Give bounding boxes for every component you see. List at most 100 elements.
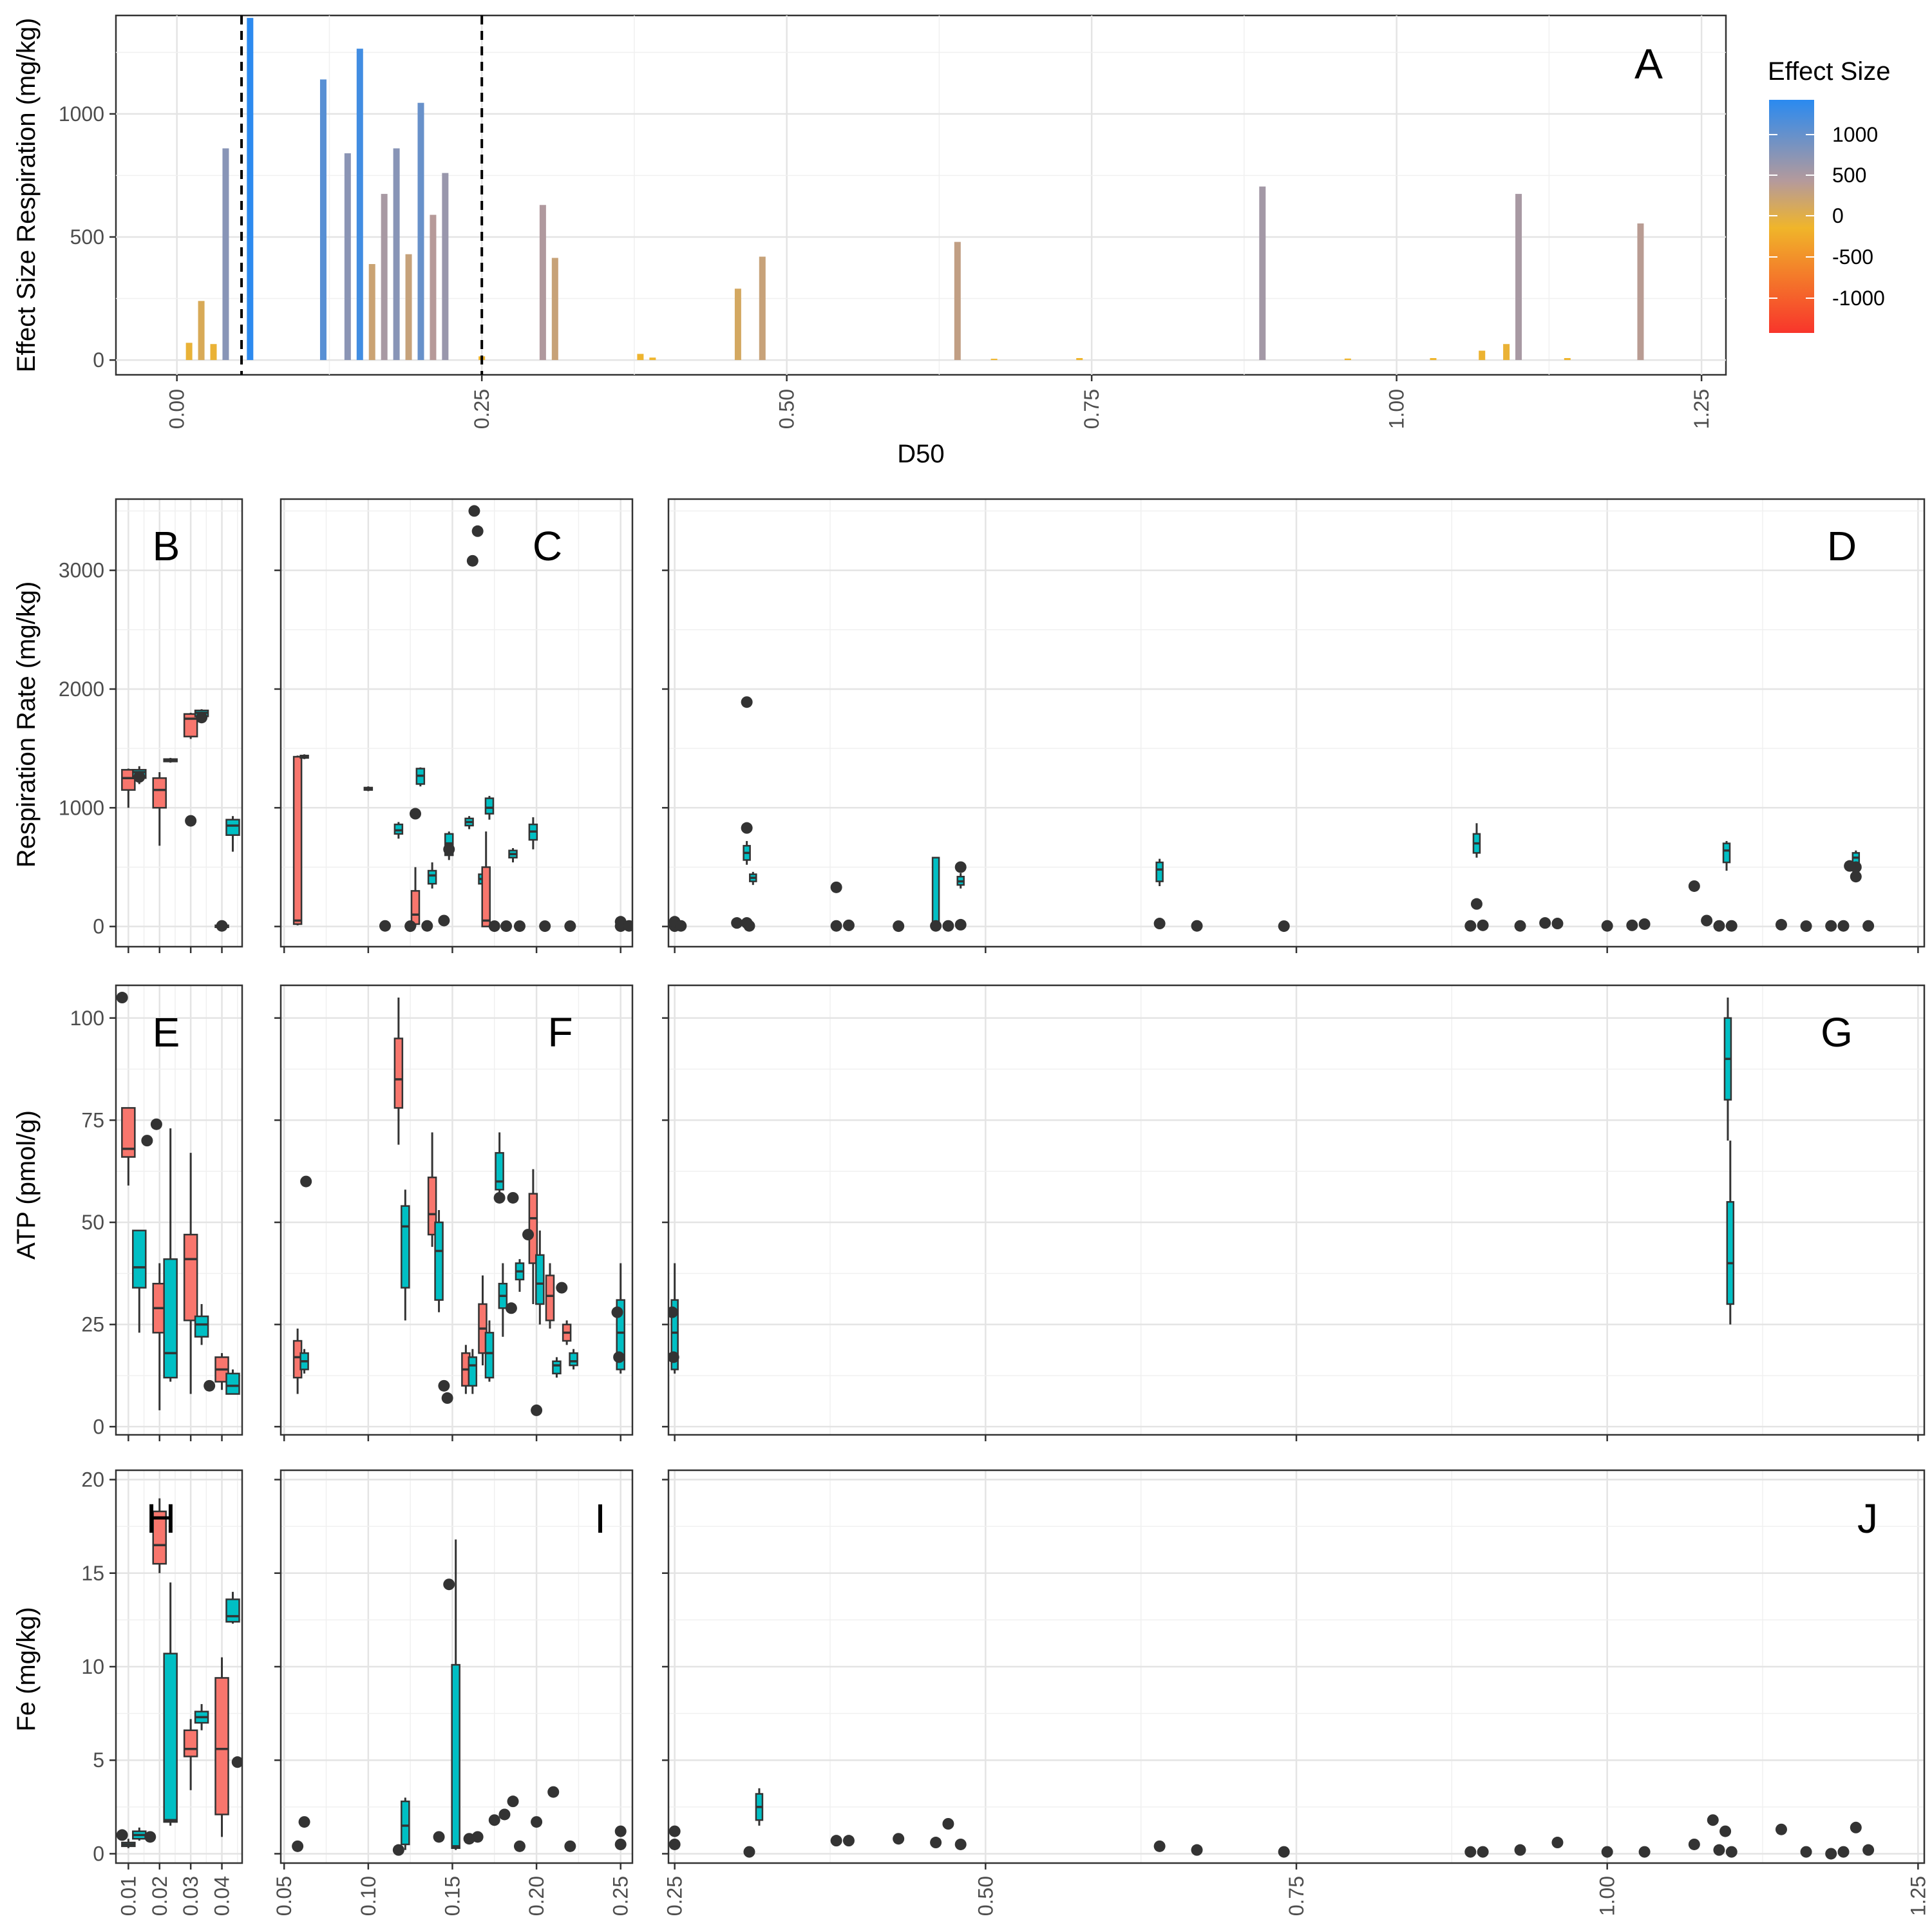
data-point [116, 992, 128, 1004]
data-point [623, 920, 632, 932]
data-point [930, 920, 942, 932]
data-point [1153, 918, 1166, 930]
box-body [163, 1653, 178, 1823]
box-body [410, 890, 421, 925]
y-tick-label: 0 [93, 348, 104, 372]
panel-marks [121, 709, 240, 932]
bar [1503, 344, 1510, 361]
data-point [830, 1835, 842, 1847]
bar [1430, 358, 1437, 361]
data-point [1837, 920, 1850, 932]
x-tick-label: 0.20 [525, 1876, 548, 1916]
bar [198, 301, 205, 361]
box-body [484, 797, 495, 815]
bar [222, 148, 229, 361]
box-panel: 0 25 50 75 100 [70, 984, 243, 1441]
panel-frame [115, 984, 243, 1436]
panel-a-y-axis-title: Effect Size Respiration (mg/kg) [12, 18, 41, 373]
data-point [507, 1795, 519, 1808]
box-body [121, 1107, 136, 1158]
panel-marks [292, 998, 625, 1416]
panel-background [281, 985, 632, 1435]
box-body [535, 1254, 545, 1305]
panel-marks [292, 1539, 627, 1856]
data-point [830, 881, 842, 893]
bar [247, 17, 254, 361]
data-point [116, 1829, 128, 1841]
panel-letter-g: G [1821, 1009, 1853, 1056]
x-tick-label: 0.05 [272, 1876, 296, 1916]
box-body [393, 1037, 404, 1109]
box [132, 766, 147, 784]
data-point [513, 1840, 526, 1852]
box-body [183, 1233, 198, 1321]
data-point [471, 525, 484, 537]
x-axis-title: D50 [897, 440, 944, 468]
data-point [731, 917, 743, 929]
panel-frame [279, 984, 634, 1436]
box-body [569, 1352, 578, 1367]
bar [1637, 223, 1644, 361]
box-body [194, 1315, 209, 1338]
panel-letter-f: F [547, 1009, 573, 1056]
data-point [141, 1135, 153, 1147]
outlier-point [1470, 898, 1482, 910]
panel-a-reference-lines [240, 15, 484, 375]
bar [405, 254, 412, 361]
data-point [1153, 1840, 1166, 1852]
x-tick-label: 1.25 [1906, 1876, 1929, 1916]
box-body [451, 1663, 460, 1850]
box [183, 1719, 198, 1790]
data-point [466, 554, 478, 567]
bar [649, 357, 656, 361]
data-point [513, 920, 526, 933]
outlier-point [1850, 871, 1862, 883]
panel-letter-j: J [1857, 1495, 1878, 1542]
box [363, 786, 374, 791]
panel-letter-b: B [153, 523, 180, 569]
box [451, 1539, 460, 1850]
box [1155, 858, 1164, 886]
box-panel: 0 5 10 15 20 0.01 0.02 0.03 0.04 [81, 1468, 243, 1916]
box [401, 1189, 410, 1321]
box [443, 831, 455, 860]
data-point [1477, 1846, 1489, 1858]
panel-marks [116, 1498, 242, 1848]
data-point [539, 920, 551, 933]
box [225, 816, 240, 852]
x-tick-label: 0.25 [470, 389, 493, 429]
box [464, 816, 474, 829]
box-panel: 0.05 0.10 0.15 0.20 0.25 [272, 1469, 634, 1916]
panel-letter-e: E [153, 1009, 180, 1056]
panel-a-axes: 0 500 1000 0.00 0.25 0.50 0.75 1.00 1.25 [59, 102, 1713, 429]
data-point [1539, 917, 1551, 929]
bar [539, 205, 546, 361]
data-point [531, 1404, 543, 1416]
box-body [214, 1677, 229, 1815]
data-point [298, 1816, 310, 1828]
data-point [1464, 1846, 1477, 1858]
box [481, 831, 491, 927]
x-tick-label: 0.50 [775, 389, 799, 429]
data-point [443, 1578, 455, 1591]
box-body [292, 755, 303, 925]
x-tick-label: 0.50 [974, 1876, 997, 1916]
data-point [1464, 920, 1477, 932]
bar [990, 359, 998, 361]
box-body [225, 1598, 240, 1623]
outlier-point [409, 808, 421, 820]
data-point [930, 1837, 942, 1849]
data-point [1707, 1814, 1719, 1826]
fe-axis-title: Fe (mg/kg) [12, 1607, 41, 1731]
data-point [1191, 1844, 1203, 1856]
bar [1515, 194, 1522, 361]
panel-letter-i: I [594, 1495, 606, 1542]
box [515, 1259, 525, 1292]
box [225, 1369, 240, 1395]
box-body [152, 777, 167, 809]
box-body [401, 1205, 410, 1289]
box-body [183, 713, 198, 737]
box-body [152, 1510, 167, 1565]
box [569, 1349, 578, 1370]
data-point [441, 1392, 453, 1404]
